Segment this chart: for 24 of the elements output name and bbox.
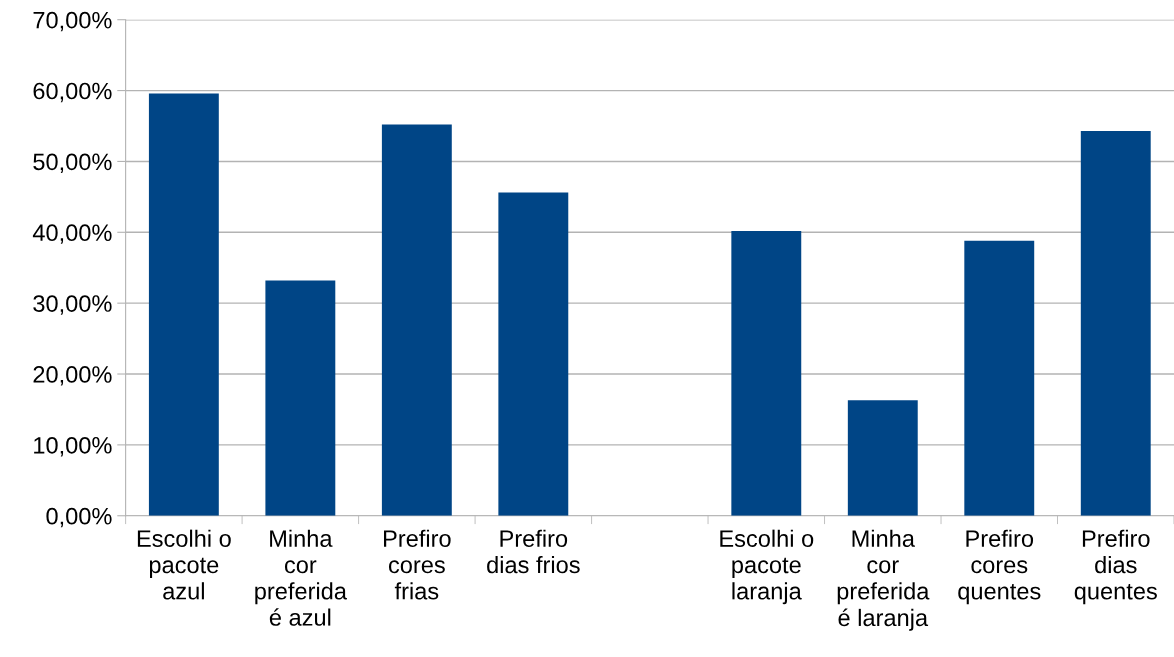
x-tick-label: Minha cor preferida é azul	[255, 529, 347, 626]
x-tick-label: Prefiro dias quentes	[1074, 529, 1157, 605]
y-tick-label: 70,00%	[33, 11, 112, 32]
y-tick-label: 40,00%	[32, 224, 112, 244]
bar	[498, 192, 569, 516]
bar	[847, 400, 918, 516]
y-tick-label: 10,00%	[34, 436, 112, 457]
x-tick-label: Prefiro dias frios	[487, 529, 580, 574]
x-tick-label: Prefiro cores quentes	[958, 529, 1041, 605]
y-tick-label: 60,00%	[33, 82, 112, 103]
bar	[1080, 130, 1151, 516]
x-tick-label: Escolhi o pacote laranja	[720, 529, 814, 605]
x-tick-label: Minha cor preferida é laranja	[837, 529, 930, 631]
bar	[731, 230, 802, 516]
y-tick-label: 30,00%	[33, 295, 112, 315]
x-tick-label: Prefiro cores frias	[384, 529, 451, 600]
bar	[381, 124, 452, 516]
x-tick-label: Escolhi o pacote azul	[137, 529, 231, 600]
y-tick-label: 0,00%	[46, 507, 112, 528]
y-tick-label: 50,00%	[33, 153, 112, 174]
bar	[265, 280, 336, 516]
bar	[964, 240, 1035, 516]
bar	[148, 93, 219, 516]
y-tick-label: 20,00%	[33, 366, 112, 386]
